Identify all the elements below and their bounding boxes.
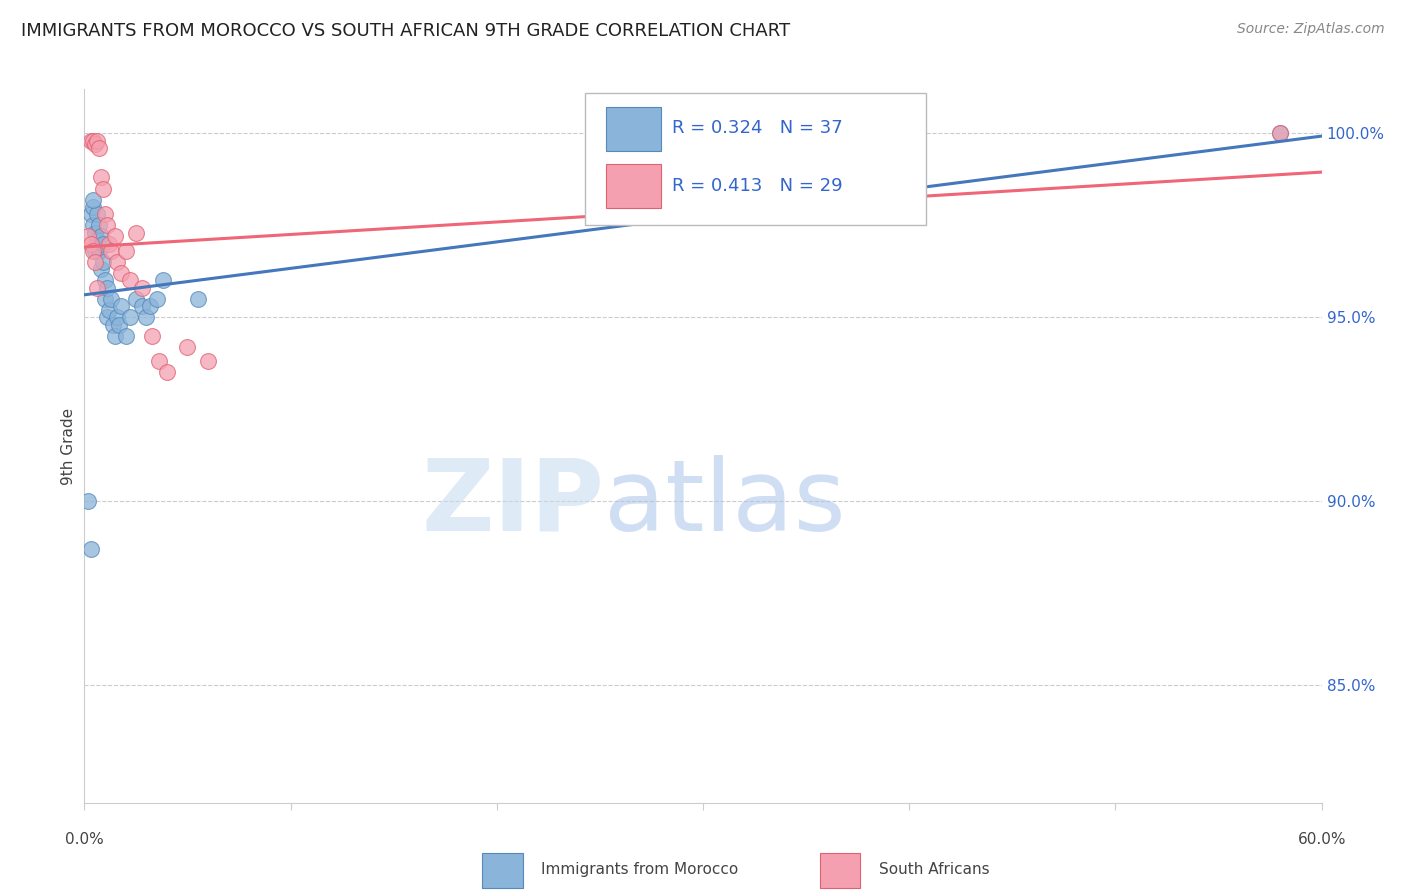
Point — [96, 219, 118, 233]
Point — [105, 255, 128, 269]
Point — [118, 273, 141, 287]
Point — [82, 244, 104, 258]
Point — [87, 244, 110, 258]
Point — [86, 281, 108, 295]
Point — [83, 255, 105, 269]
Point — [108, 318, 131, 332]
Point — [135, 310, 157, 325]
Point — [96, 310, 118, 325]
Text: Source: ZipAtlas.com: Source: ZipAtlas.com — [1237, 22, 1385, 37]
Point — [1270, 126, 1292, 140]
Point — [86, 134, 108, 148]
Point — [148, 354, 170, 368]
Point — [114, 328, 136, 343]
Text: IMMIGRANTS FROM MOROCCO VS SOUTH AFRICAN 9TH GRADE CORRELATION CHART: IMMIGRANTS FROM MOROCCO VS SOUTH AFRICAN… — [21, 22, 790, 40]
Point — [114, 244, 136, 258]
Point — [79, 207, 101, 221]
Point — [98, 236, 121, 251]
Text: 0.0%: 0.0% — [65, 832, 104, 847]
Point — [104, 229, 127, 244]
Point — [90, 229, 112, 244]
Point — [82, 193, 104, 207]
Point — [98, 302, 121, 317]
Point — [91, 181, 114, 195]
Point — [145, 292, 167, 306]
Point — [82, 134, 104, 148]
Point — [156, 366, 179, 380]
Point — [125, 292, 148, 306]
Point — [94, 207, 117, 221]
Point — [1270, 126, 1292, 140]
Point — [90, 262, 112, 277]
Point — [90, 170, 112, 185]
FancyBboxPatch shape — [606, 164, 661, 208]
Point — [176, 340, 198, 354]
Point — [86, 207, 108, 221]
Point — [110, 299, 132, 313]
Point — [131, 281, 153, 295]
Point — [91, 236, 114, 251]
Point — [100, 292, 122, 306]
Point — [105, 310, 128, 325]
Point — [152, 273, 174, 287]
Y-axis label: 9th Grade: 9th Grade — [60, 408, 76, 484]
Point — [83, 137, 105, 152]
Point — [100, 244, 122, 258]
Point — [77, 229, 100, 244]
Point — [187, 292, 209, 306]
Point — [141, 328, 163, 343]
Text: atlas: atlas — [605, 455, 845, 551]
Point — [79, 236, 101, 251]
Point — [79, 134, 101, 148]
Point — [82, 200, 104, 214]
Point — [83, 226, 105, 240]
Point — [94, 273, 117, 287]
Point — [110, 266, 132, 280]
Point — [91, 255, 114, 269]
Point — [86, 233, 108, 247]
Point — [131, 299, 153, 313]
Point — [96, 281, 118, 295]
Point — [82, 219, 104, 233]
Point — [125, 226, 148, 240]
Point — [87, 219, 110, 233]
Text: Immigrants from Morocco: Immigrants from Morocco — [541, 863, 738, 877]
Point — [197, 354, 219, 368]
Text: R = 0.413   N = 29: R = 0.413 N = 29 — [672, 177, 842, 194]
Text: R = 0.324   N = 37: R = 0.324 N = 37 — [672, 120, 842, 137]
Point — [103, 318, 125, 332]
Point — [83, 244, 105, 258]
Point — [79, 541, 101, 556]
Point — [104, 328, 127, 343]
Text: 60.0%: 60.0% — [1298, 832, 1346, 847]
Point — [77, 494, 100, 508]
Text: ZIP: ZIP — [422, 455, 605, 551]
FancyBboxPatch shape — [606, 107, 661, 151]
Text: South Africans: South Africans — [879, 863, 990, 877]
Point — [94, 292, 117, 306]
FancyBboxPatch shape — [585, 93, 925, 225]
Point — [118, 310, 141, 325]
Point — [139, 299, 162, 313]
Point — [87, 141, 110, 155]
